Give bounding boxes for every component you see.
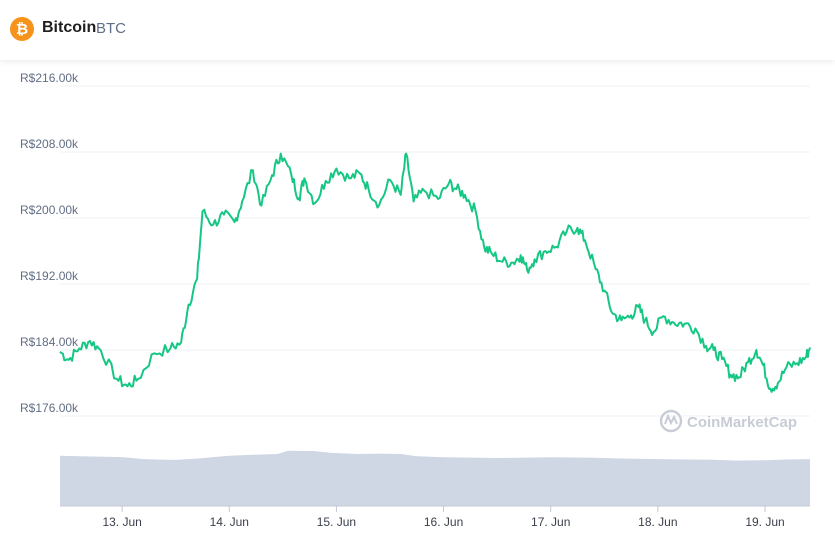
- x-tick-label: 15. Jun: [317, 515, 356, 529]
- volume-area: [60, 450, 810, 506]
- y-axis-ticks: R$176.00k R$184.00k R$192.00k R$200.00k R$20…: [20, 71, 79, 415]
- volume-area-shape: [60, 450, 810, 506]
- y-tick-label: R$176.00k: [20, 401, 79, 415]
- x-tick-label: 16. Jun: [424, 515, 463, 529]
- watermark: CoinMarketCap: [659, 409, 797, 433]
- price-line: [59, 152, 811, 393]
- y-tick-label: R$192.00k: [20, 269, 79, 283]
- price-series-line: [59, 152, 811, 393]
- y-tick-label: R$208.00k: [20, 137, 79, 151]
- watermark-text: CoinMarketCap: [687, 414, 797, 431]
- chart-header: ₿ Bitcoin BTC: [0, 0, 835, 60]
- y-tick-label: R$184.00k: [20, 335, 79, 349]
- gridlines: [60, 85, 810, 417]
- bitcoin-icon: ₿: [10, 17, 34, 41]
- x-tick-label: 18. Jun: [638, 515, 677, 529]
- coin-name: Bitcoin: [42, 19, 97, 36]
- coinmarketcap-logo-icon: [659, 409, 683, 433]
- x-tick-label: 19. Jun: [745, 515, 784, 529]
- y-tick-label: R$216.00k: [20, 71, 79, 85]
- x-tick-label: 14. Jun: [210, 515, 249, 529]
- x-tick-label: 17. Jun: [531, 515, 570, 529]
- y-tick-label: R$200.00k: [20, 203, 79, 217]
- price-chart[interactable]: R$176.00k R$184.00k R$192.00k R$200.00k R$20…: [0, 60, 835, 544]
- x-tick-label: 13. Jun: [102, 515, 141, 529]
- x-axis-ticks: 13. Jun 14. Jun 15. Jun 16. Jun 17. Jun 18. J…: [102, 506, 785, 529]
- coin-symbol: BTC: [96, 20, 126, 37]
